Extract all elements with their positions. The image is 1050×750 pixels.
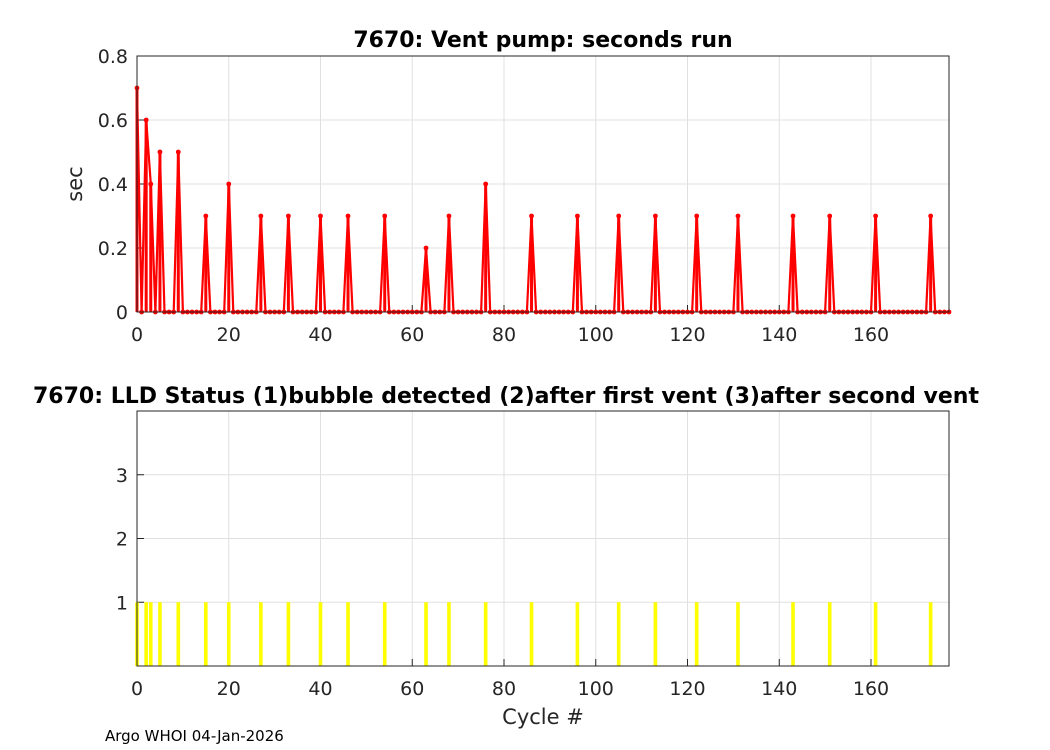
data-point (318, 213, 323, 219)
y-tick-label: 0.2 (98, 238, 128, 260)
status-bar (226, 602, 231, 666)
x-tick-label: 140 (761, 678, 797, 700)
x-tick-label: 40 (308, 324, 332, 346)
status-bar (928, 602, 933, 666)
data-point (382, 213, 388, 219)
x-tick-label: 80 (492, 678, 516, 700)
status-bar (447, 602, 451, 666)
status-bar (694, 602, 699, 666)
status-bar (382, 602, 387, 666)
axes-box (136, 410, 950, 667)
x-tick-label: 40 (308, 678, 332, 700)
status-bar (318, 602, 323, 666)
x-tick-label: 0 (131, 678, 143, 700)
x-tick-label: 0 (131, 324, 143, 346)
y-tick-label: 0.4 (98, 174, 128, 196)
data-point (157, 149, 163, 155)
x-tick-label: 140 (761, 324, 797, 346)
status-bar (483, 602, 488, 666)
data-point (735, 213, 741, 219)
x-tick-label: 60 (400, 324, 424, 346)
x-tick-label: 120 (669, 678, 705, 700)
y-tick-label: 2 (116, 529, 128, 551)
x-tick-labels: 0 20 40 60 80 100 120 140 160 (131, 678, 889, 700)
y-tick-label: 3 (116, 465, 128, 487)
data-point (873, 213, 878, 219)
status-bar (158, 602, 162, 666)
footer-credit: Argo WHOI 04-Jan-2026 (105, 727, 284, 745)
y-tick-labels: 1 2 3 (116, 465, 128, 615)
y-tick-label: 0.8 (98, 46, 128, 68)
data-point (143, 117, 149, 123)
data-point (575, 213, 580, 219)
data-point (446, 213, 452, 219)
status-bar (204, 602, 208, 666)
data-point (652, 213, 658, 219)
x-axis-label: Cycle # (502, 705, 584, 729)
x-tick-label: 60 (400, 678, 424, 700)
status-bar (791, 602, 795, 666)
status-bar (827, 602, 832, 666)
x-tick-label: 160 (853, 324, 889, 346)
data-point (616, 213, 622, 219)
data-point (423, 245, 429, 251)
status-bar (144, 602, 148, 666)
status-bar (616, 602, 621, 666)
status-bar (424, 602, 428, 666)
data-point (790, 213, 796, 219)
status-bar (873, 602, 878, 666)
x-tick-labels: 0 20 40 60 80 100 120 140 160 (131, 324, 889, 346)
data-point (345, 213, 351, 219)
data-point (258, 213, 264, 219)
y-tick-label: 1 (116, 592, 128, 614)
status-bar (286, 602, 291, 666)
data-point (203, 213, 209, 219)
y-tick-labels: 0 0.2 0.4 0.6 0.8 (98, 46, 128, 324)
data-point (175, 149, 181, 155)
status-bar (148, 602, 153, 666)
lld-status-chart: 0 20 40 60 80 100 120 140 160 1 2 3 7670: LLD Stat… (33, 384, 979, 729)
data-point (928, 213, 934, 219)
data-point (148, 181, 154, 187)
chart-title: 7670: LLD Status (1)bubble detected (2)a… (33, 384, 979, 409)
x-tick-label: 100 (578, 678, 614, 700)
chart-title: 7670: Vent pump: seconds run (353, 28, 732, 53)
status-bar (346, 602, 350, 666)
data-point (226, 181, 232, 187)
data-point (694, 213, 700, 219)
x-tick-label: 80 (492, 324, 516, 346)
y-axis-label: sec (63, 166, 87, 201)
status-bar (575, 602, 580, 666)
x-tick-label: 100 (578, 324, 614, 346)
status-bar (259, 602, 263, 666)
vent-pump-chart: 0 20 40 60 80 100 120 140 160 0 0.2 0.4 0.6 0.8 7670… (63, 28, 952, 346)
data-point (285, 213, 291, 219)
grid (136, 411, 949, 666)
data-point (827, 213, 833, 219)
x-tick-label: 160 (853, 678, 889, 700)
data-point (483, 181, 489, 187)
status-bar (736, 602, 740, 666)
x-tick-label: 20 (217, 678, 241, 700)
axes-box (136, 55, 950, 313)
status-bar (529, 602, 534, 666)
status-bar (653, 602, 658, 666)
x-tick-label: 120 (669, 324, 705, 346)
status-bar (176, 602, 181, 666)
x-tick-label: 20 (217, 324, 241, 346)
data-point (529, 213, 534, 219)
y-tick-label: 0.6 (98, 110, 128, 132)
y-tick-label: 0 (116, 302, 128, 324)
